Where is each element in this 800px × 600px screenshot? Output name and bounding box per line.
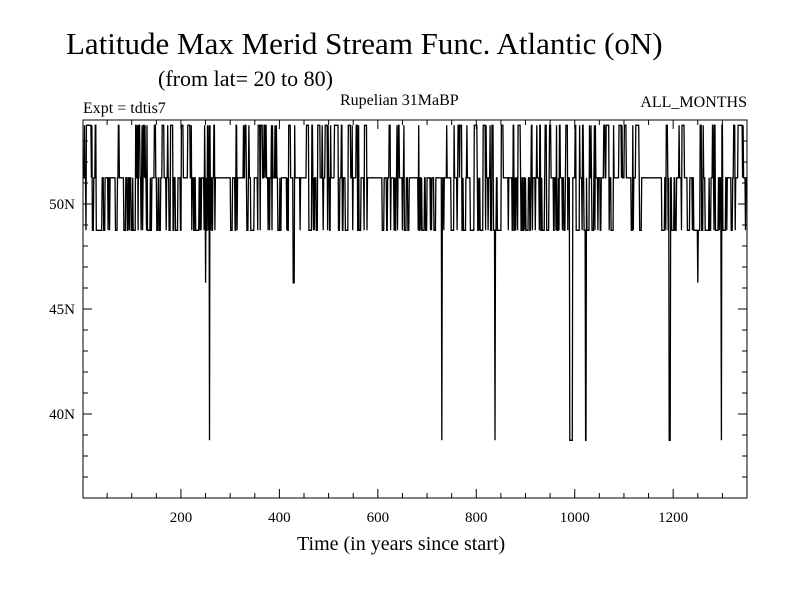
x-tick-label: 400 <box>268 510 291 526</box>
x-axis-label: Time (in years since start) <box>297 533 506 555</box>
y-tick-label: 45N <box>49 302 75 318</box>
series-line <box>83 124 747 441</box>
chart-subtitle: (from lat= 20 to 80) <box>158 66 333 91</box>
months-label: ALL_MONTHS <box>640 94 747 111</box>
plot-frame <box>82 119 748 499</box>
x-tick-label: 1000 <box>560 510 590 526</box>
x-tick-label: 800 <box>465 510 488 526</box>
y-tick-label: 50N <box>49 197 75 213</box>
x-tick-label: 600 <box>367 510 390 526</box>
y-tick-label: 40N <box>49 407 75 423</box>
period-label: Rupelian 31MaBP <box>340 92 459 109</box>
x-tick-label: 200 <box>170 510 193 526</box>
chart-title: Latitude Max Merid Stream Func. Atlantic… <box>66 26 663 61</box>
x-tick-label: 1200 <box>658 510 688 526</box>
experiment-label: Expt = tdtis7 <box>83 100 166 117</box>
